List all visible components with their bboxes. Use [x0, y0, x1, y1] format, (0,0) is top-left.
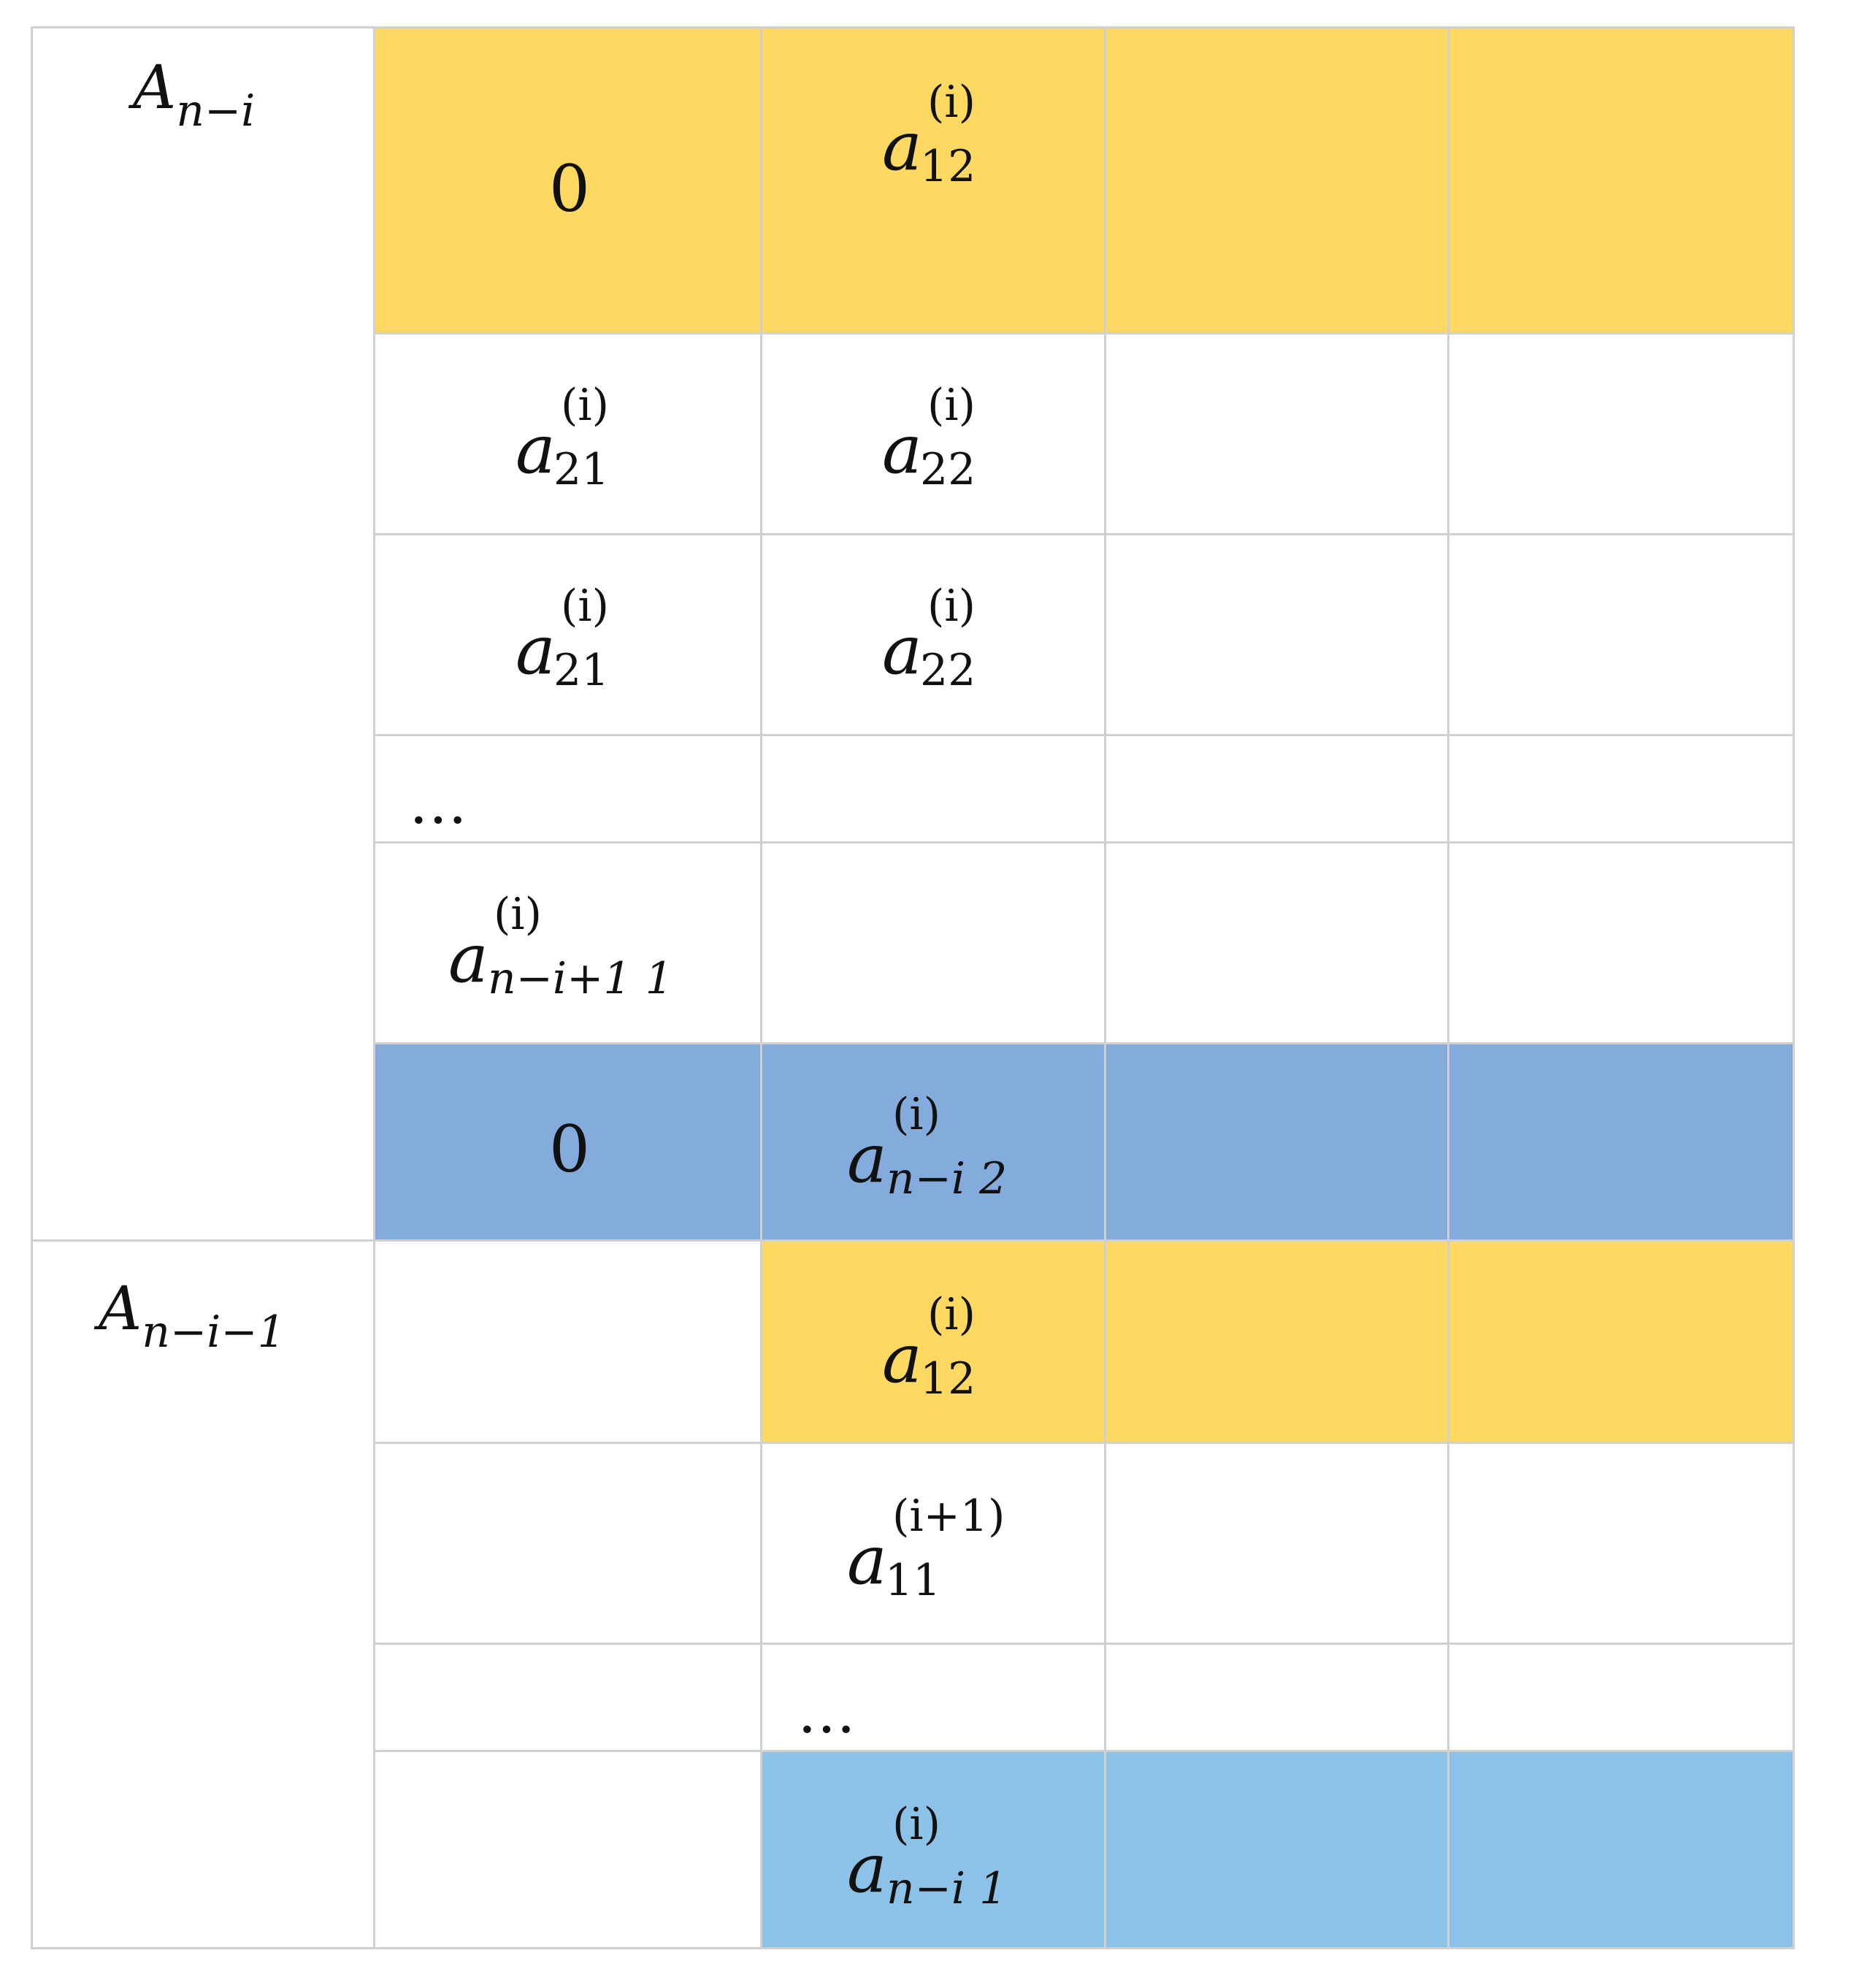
- entry-sub: n−i 2: [886, 1153, 1008, 1204]
- group-label-bottom-sub: n−i−1: [142, 1307, 285, 1358]
- cell-r5c2: [760, 841, 1106, 1044]
- cell-r6c2: [760, 1042, 1106, 1242]
- group-label-bottom-base: A: [99, 1274, 142, 1344]
- label-cell-top: [31, 26, 375, 1242]
- cell-r3c1: [373, 533, 762, 736]
- cell-r1c1: [373, 26, 762, 334]
- cell-r6c4: [1447, 1042, 1795, 1242]
- cell-r7c4: [1447, 1239, 1795, 1444]
- cell-r9c3: [1104, 1643, 1449, 1752]
- entry-sup: (i): [927, 380, 976, 431]
- cell-r5c4: [1447, 841, 1795, 1044]
- entry-base: a: [882, 410, 922, 489]
- entry-r2c2: a (i) 22: [882, 383, 976, 492]
- cell-r5c1: [373, 841, 762, 1044]
- entry-sub: n−i+1 1: [488, 953, 673, 1004]
- cell-r10c1: [373, 1750, 762, 1949]
- cell-r4c1: [373, 734, 762, 844]
- entry-r3c2: a (i) 22: [882, 584, 976, 692]
- cell-r8c4: [1447, 1442, 1795, 1645]
- cell-r8c1: [373, 1442, 762, 1645]
- entry-base: a: [847, 1521, 887, 1599]
- entry-sup: (i): [892, 1799, 941, 1850]
- entry-r1c1: 0: [549, 151, 590, 226]
- cell-r7c2: [760, 1239, 1106, 1444]
- entry-sup: (i): [927, 581, 976, 632]
- entry-base: a: [516, 410, 556, 489]
- ellipsis-r4c1: …: [409, 769, 470, 837]
- cell-r1c4: [1447, 26, 1795, 334]
- entry-sub: 11: [885, 1555, 941, 1606]
- cell-r7c3: [1104, 1239, 1449, 1444]
- entry-sup: (i+1): [892, 1491, 1005, 1542]
- cell-r10c2: [760, 1750, 1106, 1949]
- cell-r4c3: [1104, 734, 1449, 844]
- entry-sub: 21: [553, 444, 610, 495]
- entry-r10c2: a (i) n−i 1: [847, 1802, 1007, 1911]
- cell-r2c2: [760, 332, 1106, 535]
- group-label-top: An−i: [133, 58, 255, 134]
- entry-r7c2: a (i) 12: [882, 1293, 976, 1401]
- cell-r3c4: [1447, 533, 1795, 736]
- entry-sup: (i): [561, 581, 610, 632]
- entry-r2c1: a (i) 21: [516, 383, 609, 492]
- cell-r9c1: [373, 1643, 762, 1752]
- group-label-top-base: A: [133, 53, 177, 123]
- cell-r1c3: [1104, 26, 1449, 334]
- cell-r2c1: [373, 332, 762, 535]
- cell-r10c4: [1447, 1750, 1795, 1949]
- entry-base: a: [882, 1320, 922, 1398]
- entry-sub: n−i 1: [886, 1863, 1008, 1914]
- cell-r3c3: [1104, 533, 1449, 736]
- entry-r8c2: a (i+1) 11: [847, 1494, 1005, 1602]
- cell-r6c1: [373, 1042, 762, 1242]
- entry-base: a: [882, 611, 922, 689]
- group-label-bottom: An−i−1: [99, 1280, 285, 1355]
- cell-r8c2: [760, 1442, 1106, 1645]
- entry-sub: 12: [920, 1353, 976, 1404]
- cell-r10c3: [1104, 1750, 1449, 1949]
- entry-r6c2: a (i) n−i 2: [847, 1093, 1007, 1201]
- cell-r7c1: [373, 1239, 762, 1444]
- entry-sub: 22: [920, 645, 976, 696]
- entry-sup: (i): [927, 77, 976, 128]
- label-cell-bottom: [31, 1239, 375, 1949]
- entry-base: a: [882, 107, 922, 186]
- entry-r3c1: a (i) 21: [516, 584, 609, 692]
- group-label-top-sub: n−i: [176, 85, 256, 137]
- entry-sup: (i): [927, 1289, 976, 1340]
- cell-r6c3: [1104, 1042, 1449, 1242]
- entry-sub: 12: [920, 141, 976, 192]
- entry-r5c1: a (i) n−i+1 1: [448, 892, 673, 1001]
- entry-sup: (i): [494, 889, 543, 940]
- cell-r9c4: [1447, 1643, 1795, 1752]
- cell-r2c3: [1104, 332, 1449, 535]
- entry-sup: (i): [561, 380, 610, 431]
- cell-r3c2: [760, 533, 1106, 736]
- entry-r6c1: 0: [549, 1112, 590, 1187]
- entry-base: a: [847, 1120, 887, 1198]
- entry-sub: 21: [553, 645, 610, 696]
- cell-r4c4: [1447, 734, 1795, 844]
- cell-r4c2: [760, 734, 1106, 844]
- entry-r1c2: a (i) 12: [882, 80, 976, 188]
- ellipsis-r9c2: …: [797, 1678, 859, 1746]
- entry-sub: 22: [920, 444, 976, 495]
- cell-r5c3: [1104, 841, 1449, 1044]
- entry-base: a: [847, 1830, 887, 1908]
- cell-r2c4: [1447, 332, 1795, 535]
- entry-sup: (i): [892, 1089, 941, 1140]
- entry-base: a: [448, 920, 488, 998]
- entry-base: a: [516, 611, 556, 689]
- cell-r8c3: [1104, 1442, 1449, 1645]
- cell-r9c2: [760, 1643, 1106, 1752]
